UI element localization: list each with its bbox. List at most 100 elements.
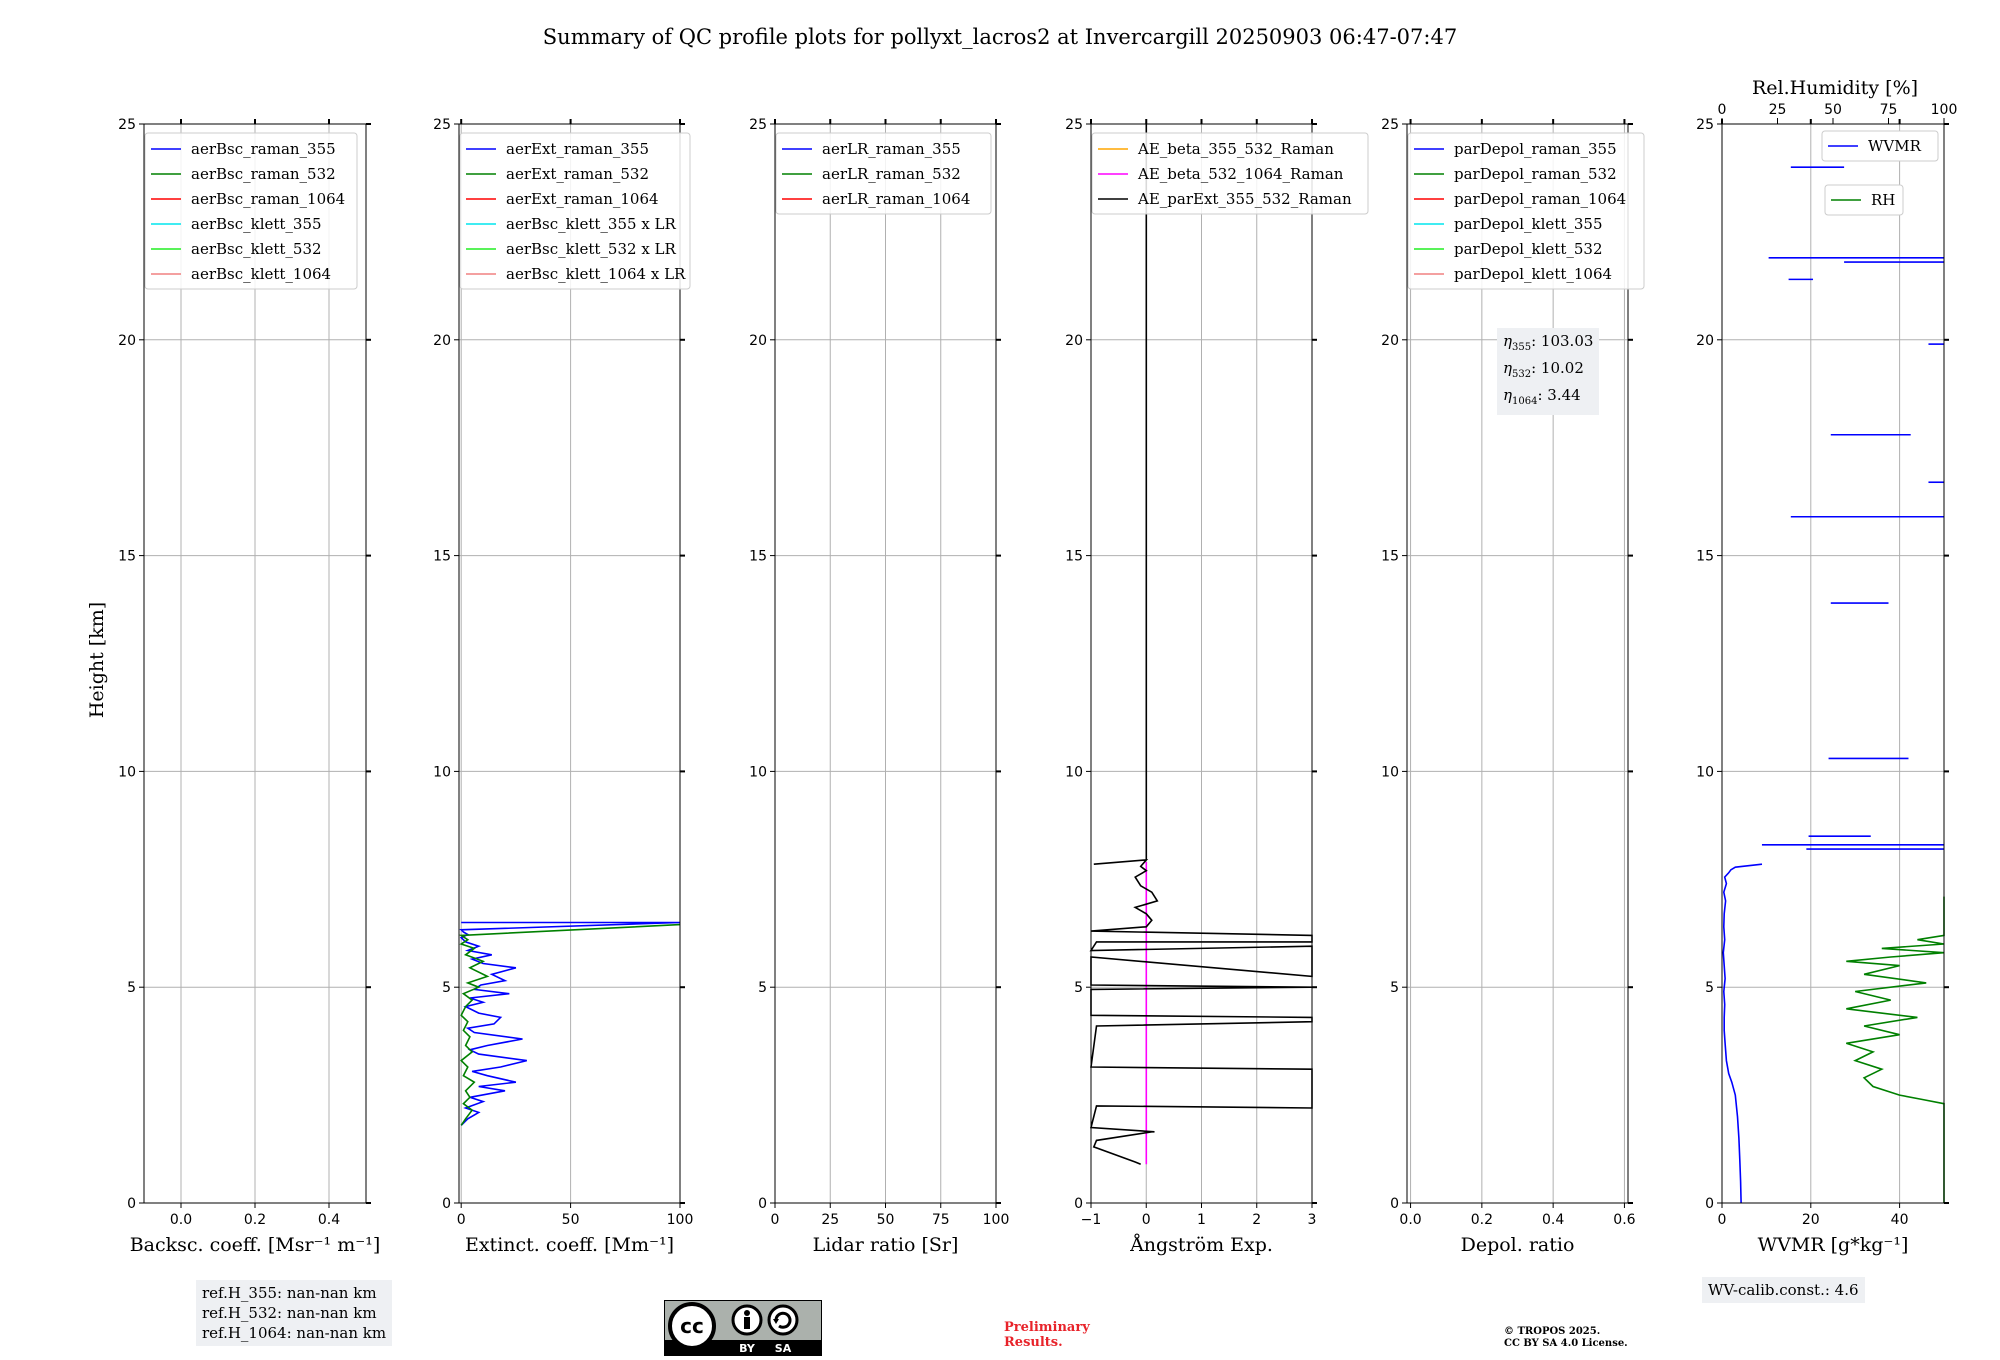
top-x-tick-label: 100: [1931, 102, 1958, 118]
x-tick-label: 100: [983, 1212, 1010, 1228]
legend-entry: aerLR_raman_355: [822, 140, 961, 158]
y-tick-label: 15: [1065, 549, 1083, 565]
legend-entry: parDepol_raman_532: [1454, 165, 1617, 183]
y-tick-label: 5: [127, 980, 136, 996]
svg-text:cc: cc: [680, 1314, 704, 1338]
y-tick-label: 15: [1381, 549, 1399, 565]
wv-calib-box: WV-calib.const.: 4.6: [1702, 1277, 1865, 1303]
legend-entry: AE_parExt_355_532_Raman: [1137, 190, 1352, 208]
x-axis-label: Extinct. coeff. [Mm⁻¹]: [465, 1234, 674, 1256]
legend-entry: aerBsc_klett_532 x LR: [506, 240, 677, 258]
x-axis-label: Depol. ratio: [1461, 1234, 1575, 1256]
cc-logo-icon: [668, 1302, 716, 1350]
x-axis-label: Lidar ratio [Sr]: [813, 1234, 959, 1256]
x-tick-label: 0.2: [1471, 1212, 1493, 1228]
legend-entry: parDepol_klett_532: [1454, 240, 1603, 258]
eta-box: η355: 103.03 η532: 10.02 η1064: 3.44: [1497, 328, 1600, 415]
copyright-notice: © TROPOS 2025. CC BY SA 4.0 License.: [1504, 1326, 1628, 1349]
legend-entry: parDepol_raman_355: [1454, 140, 1617, 158]
y-tick-label: 0: [758, 1196, 767, 1212]
legend: aerLR_raman_355 aerLR_raman_532 aerLR_rama…: [775, 132, 992, 215]
axes-frame: [1721, 123, 1945, 1204]
x-tick-label: 0.2: [244, 1212, 266, 1228]
top-x-tick-label: 50: [1824, 102, 1842, 118]
x-tick-label: 0.0: [1399, 1212, 1421, 1228]
legend-box: [1821, 130, 1939, 162]
y-tick-label: 25: [1381, 117, 1399, 133]
x-tick-label: 50: [877, 1212, 895, 1228]
y-tick-label: 5: [1390, 980, 1399, 996]
x-tick-label: 0.4: [1542, 1212, 1564, 1228]
y-tick-label: 20: [1381, 333, 1399, 349]
y-tick-label: 25: [1696, 117, 1714, 133]
legend-entry: aerLR_raman_532: [822, 165, 961, 183]
svg-text:BY: BY: [739, 1342, 756, 1355]
legend-box: [775, 132, 992, 215]
y-tick-label: 0: [127, 1196, 136, 1212]
panel-lr: 0 5 10 15 20 25 0 25 50 75 100 Lidar ratio [Sr] aerL…: [749, 117, 1009, 1256]
axes-frame: [1406, 123, 1629, 1204]
legend: WVMR RH: [1821, 130, 1939, 216]
x-tick-label: 40: [1891, 1212, 1909, 1228]
axes-frame: [458, 123, 681, 1204]
y-tick-label: 20: [1065, 333, 1083, 349]
y-tick-label: 10: [433, 764, 451, 780]
series-aerExt_raman_355: [459, 921, 681, 1126]
x-tick-label: 25: [821, 1212, 839, 1228]
x-tick-label: 0: [771, 1212, 780, 1228]
x-tick-label: 50: [562, 1212, 580, 1228]
legend-entry: aerExt_raman_532: [506, 165, 649, 183]
y-tick-label: 0: [1705, 1196, 1714, 1212]
legend-entry: aerBsc_klett_1064: [191, 265, 331, 283]
top-x-tick-label: 0: [1718, 102, 1727, 118]
legend: parDepol_raman_355 parDepol_raman_532 parD…: [1407, 132, 1645, 290]
y-tick-label: 25: [433, 117, 451, 133]
legend-entry: AE_beta_355_532_Raman: [1137, 140, 1334, 158]
top-x-tick-label: 75: [1880, 102, 1898, 118]
ref-height-1064: ref.H_1064: nan-nan km: [202, 1324, 387, 1342]
legend-entry: aerExt_raman_355: [506, 140, 649, 158]
legend-entry: AE_beta_532_1064_Raman: [1137, 165, 1344, 183]
y-tick-label: 5: [758, 980, 767, 996]
y-tick-label: 25: [118, 117, 136, 133]
legend: AE_beta_355_532_Raman AE_beta_532_1064_Ra…: [1091, 132, 1369, 215]
x-axis-label: Backsc. coeff. [Msr⁻¹ m⁻¹]: [130, 1234, 381, 1256]
legend-entry: aerBsc_klett_355 x LR: [506, 215, 677, 233]
x-tick-label: 2: [1252, 1212, 1261, 1228]
y-tick-label: 10: [118, 764, 136, 780]
eta-1064: η1064: 3.44: [1503, 386, 1581, 407]
y-tick-label: 0: [1074, 1196, 1083, 1212]
y-tick-label: 20: [118, 333, 136, 349]
x-tick-label: 0.4: [318, 1212, 340, 1228]
ref-height-532: ref.H_532: nan-nan km: [202, 1304, 377, 1322]
legend-entry: parDepol_klett_1064: [1454, 265, 1612, 283]
figure-title: Summary of QC profile plots for pollyxt_…: [543, 25, 1457, 49]
ref-heights-box: ref.H_355: nan-nan km ref.H_532: nan-nan…: [196, 1280, 393, 1346]
x-tick-label: 75: [932, 1212, 950, 1228]
legend: aerBsc_raman_355 aerBsc_raman_532 aerBsc_r…: [144, 132, 358, 290]
y-tick-label: 15: [749, 549, 767, 565]
x-tick-label: 1: [1197, 1212, 1206, 1228]
y-tick-label: 25: [749, 117, 767, 133]
x-tick-label: −1: [1081, 1212, 1102, 1228]
legend-entry: parDepol_klett_355: [1454, 215, 1603, 233]
legend-box: [459, 132, 691, 290]
y-tick-label: 5: [1705, 980, 1714, 996]
preliminary-notice: Preliminary Results.: [1004, 1320, 1090, 1350]
legend-box: [1091, 132, 1369, 215]
y-axis-label: Height [km]: [86, 602, 108, 718]
legend: aerExt_raman_355 aerExt_raman_532 aerExt_r…: [459, 132, 691, 290]
x-axis-label: WVMR [g*kg⁻¹]: [1758, 1234, 1909, 1256]
legend-entry: aerBsc_klett_532: [191, 240, 322, 258]
legend-entry: parDepol_raman_1064: [1454, 190, 1626, 208]
y-tick-label: 0: [1390, 1196, 1399, 1212]
eta-355: η355: 103.03: [1503, 332, 1594, 353]
y-tick-label: 10: [749, 764, 767, 780]
legend-box: [1824, 184, 1904, 216]
y-tick-label: 5: [1074, 980, 1083, 996]
svg-text:SA: SA: [775, 1342, 792, 1355]
legend-entry: WVMR: [1868, 137, 1922, 155]
